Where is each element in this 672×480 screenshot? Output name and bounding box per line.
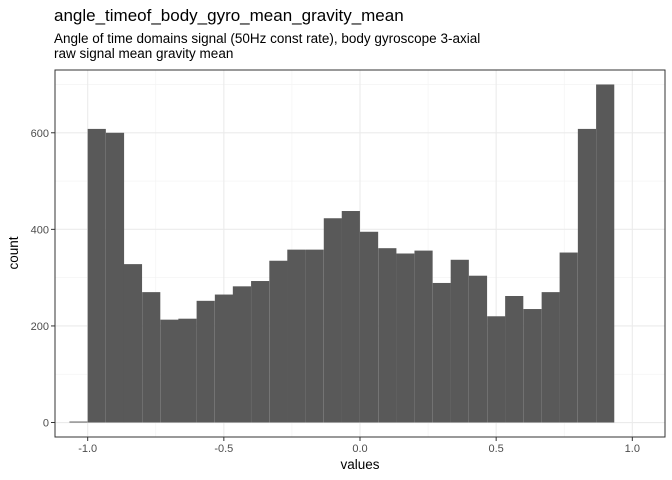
- y-tick-label: 200: [31, 321, 49, 333]
- x-tick-label: 0.5: [489, 443, 504, 455]
- histogram-bar: [414, 250, 433, 423]
- histogram-bar: [596, 84, 615, 423]
- histogram-bar: [214, 294, 234, 423]
- histogram-bar: [196, 300, 215, 423]
- y-axis-title: count: [6, 236, 21, 269]
- y-axis-ticks: 0 200 400 600: [31, 128, 55, 430]
- chart-title: angle_timeof_body_gyro_mean_gravity_mean: [54, 6, 404, 25]
- histogram-bar: [360, 231, 379, 423]
- histogram-bar: [142, 292, 161, 423]
- y-tick-label: 600: [31, 128, 49, 140]
- histogram-bar: [450, 259, 469, 423]
- histogram-bar: [559, 252, 578, 423]
- histogram-bar: [269, 260, 288, 423]
- histogram-bar: [178, 318, 197, 423]
- histogram-bar: [378, 248, 397, 423]
- histogram-bar: [468, 275, 488, 423]
- chart-subtitle-line-1: Angle of time domains signal (50Hz const…: [54, 31, 480, 46]
- chart-subtitle-line-2: raw signal mean gravity mean: [54, 46, 233, 61]
- histogram-bar: [505, 295, 524, 423]
- histogram-bar: [396, 253, 415, 423]
- y-tick-label: 400: [31, 224, 49, 236]
- histogram-bar: [432, 282, 451, 423]
- histogram-bar: [87, 128, 106, 423]
- histogram-bar: [251, 281, 270, 423]
- histogram-bar: [487, 316, 506, 423]
- histogram-bar: [341, 211, 360, 423]
- x-tick-label: -0.5: [214, 443, 233, 455]
- histogram-bar: [105, 132, 125, 423]
- histogram-bar: [305, 249, 324, 423]
- histogram-bar: [69, 421, 88, 423]
- histogram-bar: [323, 218, 342, 423]
- x-tick-label: 0.0: [352, 443, 367, 455]
- x-tick-label: 1.0: [625, 443, 640, 455]
- histogram-bar: [287, 249, 306, 423]
- histogram-bar: [541, 292, 560, 423]
- histogram-bar: [523, 309, 542, 423]
- y-tick-label: 0: [43, 418, 49, 430]
- x-tick-label: -1.0: [78, 443, 97, 455]
- histogram-bars: [69, 84, 615, 423]
- histogram-bar: [123, 264, 143, 423]
- histogram-bar: [232, 286, 251, 423]
- histogram-bar: [577, 128, 597, 423]
- histogram-bar: [160, 319, 179, 423]
- x-axis-title: values: [340, 457, 379, 472]
- x-axis-ticks: -1.0 -0.5 0.0 0.5 1.0: [78, 437, 640, 455]
